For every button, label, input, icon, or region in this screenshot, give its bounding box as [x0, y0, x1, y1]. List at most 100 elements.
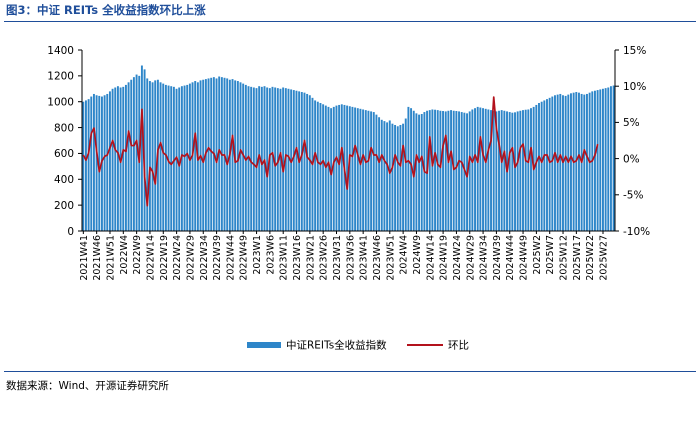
index-bar — [372, 112, 375, 231]
index-bar — [524, 109, 527, 231]
index-bar — [106, 93, 109, 232]
index-bar — [314, 100, 317, 231]
index-bar — [492, 110, 495, 231]
x-tick-label: 2024W34 — [479, 235, 490, 281]
index-bar — [354, 107, 357, 231]
x-tick-label: 2022W4 — [119, 235, 130, 275]
x-tick-label: 2022W29 — [185, 235, 196, 281]
index-bar — [324, 105, 327, 231]
index-bar — [111, 88, 114, 231]
index-bar — [260, 86, 263, 231]
index-bar — [487, 109, 490, 231]
index-bar — [609, 86, 612, 231]
index-bar — [178, 87, 181, 232]
index-bar — [399, 124, 402, 231]
index-bar — [468, 111, 471, 231]
index-bar — [540, 101, 543, 232]
index-bar — [170, 86, 173, 231]
index-bar — [306, 93, 309, 232]
index-bar — [607, 87, 610, 232]
index-bar — [378, 117, 381, 231]
bars-layer — [82, 65, 615, 232]
left-tick-label: 1400 — [47, 45, 74, 57]
index-bar — [410, 108, 413, 231]
index-bar — [514, 112, 516, 231]
index-bar — [255, 88, 258, 231]
index-bar — [346, 105, 349, 231]
index-bar — [210, 77, 213, 231]
index-bar — [463, 112, 466, 231]
source-note: 数据来源：Wind、开源证券研究所 — [6, 380, 169, 392]
index-bar — [295, 90, 298, 231]
index-bar — [359, 108, 362, 231]
index-bar — [236, 81, 239, 231]
index-bar — [404, 118, 407, 231]
index-bar — [103, 95, 106, 231]
index-bar — [604, 88, 607, 231]
index-bar — [271, 86, 274, 231]
index-bar — [279, 88, 282, 231]
index-bar — [108, 91, 111, 232]
x-tick-label: 2023W16 — [292, 235, 303, 281]
index-bar — [90, 96, 93, 231]
index-bar — [215, 78, 218, 231]
index-bar — [447, 110, 450, 231]
index-bar — [442, 111, 445, 231]
index-bar — [508, 112, 511, 231]
index-bar — [300, 92, 303, 232]
index-bar — [559, 93, 562, 232]
index-bar — [250, 86, 253, 231]
index-bar — [127, 82, 130, 231]
x-tick-label: 2023W6 — [265, 235, 276, 275]
index-bar — [98, 95, 101, 232]
index-bar — [407, 106, 410, 231]
index-bar — [452, 110, 455, 231]
index-bar — [548, 97, 551, 231]
index-bar — [564, 95, 567, 232]
index-bar — [146, 78, 149, 231]
index-bar — [244, 84, 247, 231]
x-tick-label: 2025W17 — [572, 235, 583, 281]
index-bar — [183, 85, 186, 231]
x-tick-label: 2021W51 — [105, 235, 116, 281]
index-bar — [599, 89, 602, 232]
left-tick-label: 200 — [54, 200, 74, 212]
index-bar — [348, 106, 351, 231]
index-bar — [207, 78, 210, 231]
index-bar — [578, 92, 580, 231]
chart: 0 200 400 600 800 1000 1200 1400 -10% -5% 0% 5% 10% 1… — [47, 45, 650, 352]
legend-label-mom: 环比 — [448, 339, 469, 352]
left-tick-label: 800 — [54, 122, 74, 134]
index-bar — [231, 79, 234, 231]
legend-swatch-index — [247, 342, 281, 348]
x-tick-label: 2024W19 — [439, 235, 450, 281]
axes-layer: 0 200 400 600 800 1000 1200 1400 -10% -5% 0% 5% 10% 1… — [47, 45, 650, 281]
x-tick-label: 2022W9 — [132, 235, 143, 275]
index-bar — [490, 110, 492, 231]
index-bar — [500, 110, 503, 231]
right-tick-label: -10% — [623, 226, 650, 238]
x-tick-label: 2024W9 — [412, 235, 423, 275]
index-bar — [340, 104, 343, 231]
index-bar — [386, 122, 389, 231]
index-bar — [444, 111, 447, 231]
index-bar — [458, 111, 460, 231]
index-bar — [292, 90, 295, 231]
index-bar — [484, 108, 487, 231]
index-bar — [124, 84, 127, 231]
right-tick-label: 10% — [623, 81, 646, 93]
index-bar — [503, 110, 506, 231]
index-bar — [439, 110, 442, 231]
index-bar — [239, 82, 242, 231]
index-bar — [594, 90, 596, 231]
index-bar — [519, 110, 522, 231]
x-tick-label: 2023W36 — [345, 235, 356, 281]
index-bar — [143, 69, 146, 231]
index-bar — [370, 111, 373, 231]
x-tick-label: 2024W24 — [452, 235, 463, 281]
index-bar — [338, 104, 341, 231]
right-tick-label: -5% — [623, 190, 643, 202]
x-tick-label: 2022W44 — [225, 235, 236, 281]
index-bar — [140, 65, 143, 231]
index-bar — [583, 94, 586, 231]
